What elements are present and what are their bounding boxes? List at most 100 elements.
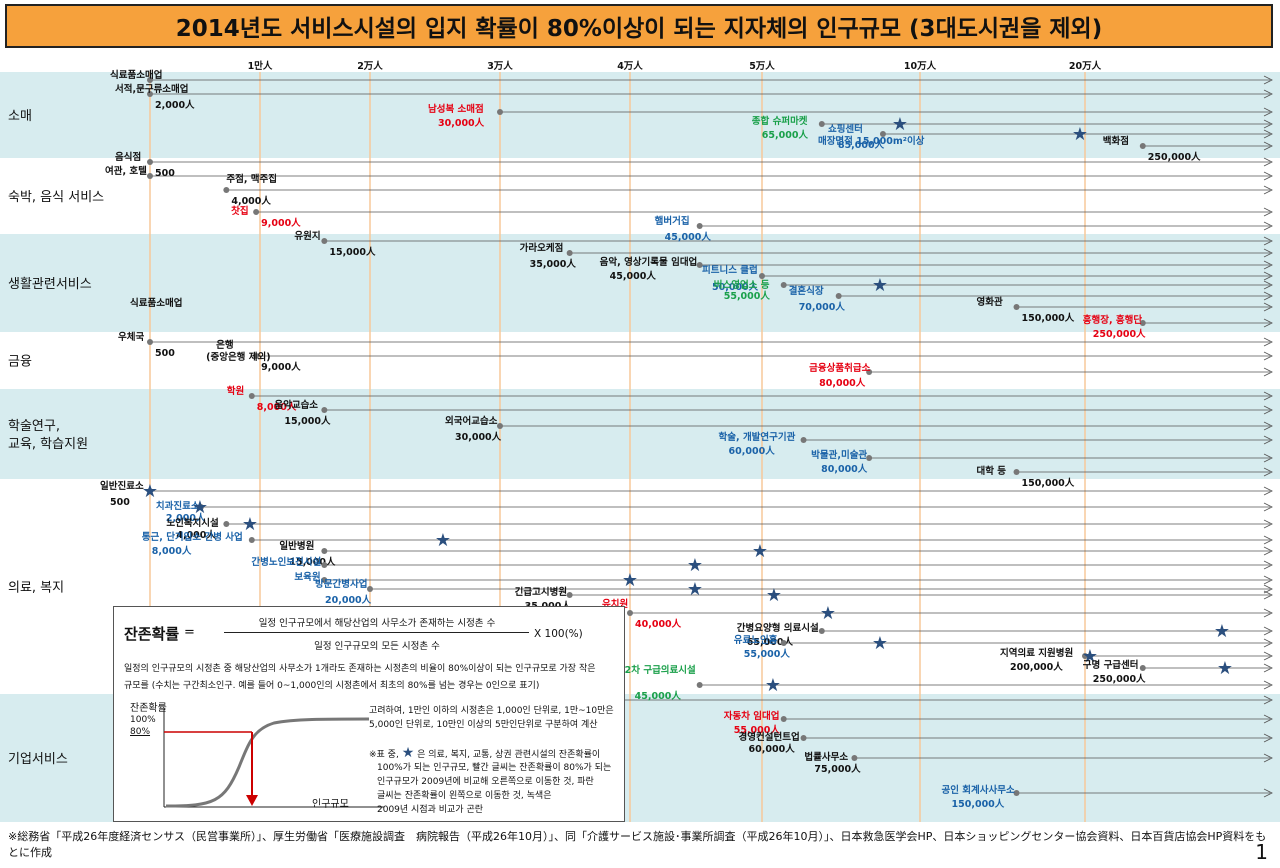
item-name-label: 우체국 <box>118 331 144 343</box>
row-arrow-head <box>1263 351 1273 361</box>
star-icon: ★ <box>766 585 782 606</box>
note-suffix: 은 의료, 복지, 교통, 상권 관련시설의 잔존확률이 <box>417 750 601 760</box>
item-name-label: 박물관,미술관 <box>811 449 867 461</box>
item-name-label: 서적,문구류소매업 <box>115 83 189 95</box>
formula-numerator: 일정 인구규모에서 해당산업의 사무소가 존재하는 시정촌 수 <box>258 618 496 629</box>
row-arrow-head <box>1263 119 1273 129</box>
item-value-label: 250,000人 <box>1148 151 1201 163</box>
item-value-label: 80,000人 <box>819 377 866 389</box>
item-name-label: 주점, 맥주집 <box>226 173 277 185</box>
data-point <box>497 109 503 115</box>
item-name-label: 음악교습소 <box>274 399 318 411</box>
data-point <box>321 407 328 413</box>
item-value-label: 55,000人 <box>744 648 791 660</box>
row-arrow-head <box>1263 129 1273 139</box>
item-value-label: 30,000人 <box>438 117 485 129</box>
row-arrow-head <box>1263 337 1273 347</box>
star-icon: ★ <box>687 555 703 576</box>
row-arrow-head <box>1263 584 1273 594</box>
formula-desc-2: 규모를 (수치는 구간최소인구. 예를 들어 0~1,000인의 시정촌에서 최… <box>124 681 540 691</box>
item-name-label: 종합 슈퍼마켓 <box>752 115 808 127</box>
item-name-label: 긴급고시병원 <box>515 586 567 598</box>
row-arrow-head <box>1263 248 1273 258</box>
item-name-label: 백화점 <box>1103 135 1129 147</box>
star-icon: ★ <box>820 603 836 624</box>
star-icon: ★ <box>687 579 703 600</box>
item-value-label: 150,000人 <box>1022 312 1075 324</box>
row-arrow-head <box>1263 391 1273 401</box>
item-name-label: 일반병원 <box>279 540 314 552</box>
item-value-label: 500 <box>155 348 175 359</box>
category-label: 교육, 학습지원 <box>8 437 88 452</box>
item-name-label: 학술, 개발연구기관 <box>719 431 796 443</box>
row-arrow-head <box>1263 435 1273 445</box>
item-name-label: 햄버거집 <box>655 215 690 227</box>
data-point <box>818 628 825 634</box>
data-point <box>1139 143 1146 149</box>
item-value-label: 60,000人 <box>729 445 776 457</box>
row-arrow-head <box>1263 486 1273 496</box>
data-point <box>627 610 633 616</box>
item-name-label: 노인복지시설 <box>166 517 219 529</box>
star-icon: ★ <box>1072 124 1088 145</box>
data-point <box>1013 304 1020 310</box>
item-value-label: 55,000人 <box>724 290 771 302</box>
item-value-label: 8,000人 <box>152 545 192 557</box>
star-icon: ★ <box>622 570 638 591</box>
data-point <box>879 131 886 137</box>
star-icon: ★ <box>242 514 258 535</box>
item-value-label: 4,000人 <box>176 529 216 541</box>
data-point <box>321 562 328 568</box>
row-arrow-head <box>1263 280 1273 290</box>
item-value-label: 70,000人 <box>799 301 846 313</box>
data-point <box>780 640 787 646</box>
row-arrow-head <box>1263 680 1273 690</box>
category-label: 소매 <box>8 109 32 124</box>
row-arrow-head <box>1263 260 1273 270</box>
data-point <box>866 369 873 375</box>
row-arrow-head <box>1263 502 1273 512</box>
item-name-label: 방문간병사업 <box>315 578 367 590</box>
category-label: 학술연구, <box>8 419 60 434</box>
row-arrow-head <box>1263 405 1273 415</box>
item-value-label: 45,000人 <box>665 231 712 243</box>
item-value-label: 40,000人 <box>635 618 682 630</box>
star-icon: ★ <box>872 275 888 296</box>
note-line-4: 100%가 되는 인구규모, 빨간 글씨는 잔존확률이 80%가 되는 <box>377 763 612 773</box>
note-line-2: 5,000인 단위로, 10만인 이상의 5만인단위로 구분하여 계산 <box>369 720 598 730</box>
axis-tick-label: 10万人 <box>904 60 937 72</box>
item-value-label: 65,000人 <box>762 129 809 141</box>
data-point <box>780 282 787 288</box>
row-arrow-head <box>1263 753 1273 763</box>
row-arrow-head <box>1263 367 1273 377</box>
category-label: 의료, 복지 <box>8 581 64 596</box>
data-point <box>835 293 842 299</box>
data-point <box>147 77 153 83</box>
item-value-label: 60,000人 <box>749 743 796 755</box>
item-name-label: 외국어교습소 <box>445 415 498 427</box>
data-point <box>759 273 765 279</box>
data-point <box>866 455 873 461</box>
axis-tick-label: 5万人 <box>749 60 775 72</box>
row-arrow-head <box>1263 608 1273 618</box>
item-value-label: 55,000人 <box>734 724 781 736</box>
note-line-7: 2009년 시점과 비교가 곤란 <box>377 805 484 815</box>
data-point <box>780 716 787 722</box>
row-arrow-head <box>1263 291 1273 301</box>
data-point <box>566 592 573 598</box>
star-icon: ★ <box>1082 646 1098 667</box>
formula-desc-1: 일정의 인구규모의 시정촌 중 해당산업의 사무소가 1개라도 존재하는 시정촌… <box>124 664 596 674</box>
row-arrow-head <box>1263 271 1273 281</box>
item-value-label: 85,000人 <box>838 139 885 151</box>
row-arrow-head <box>1263 575 1273 585</box>
data-point <box>197 504 204 510</box>
data-point <box>367 586 373 592</box>
graph-100-label: 100% <box>130 715 156 725</box>
item-name-label: 은행 <box>216 339 233 351</box>
footnote: ※総務省「平成26年度経済センサス（民営事業所）」、厚生労働省「医療施設調査 病… <box>8 830 1267 859</box>
item-value-label: 250,000人 <box>1093 673 1146 685</box>
item-name-label: 통근, 단기입소 간병 사업 <box>142 531 243 543</box>
item-sub-label: 매장면적 15,000m²이상 <box>818 135 925 147</box>
data-point <box>1139 665 1146 671</box>
item-name-label: 대학 등 <box>977 465 1007 477</box>
